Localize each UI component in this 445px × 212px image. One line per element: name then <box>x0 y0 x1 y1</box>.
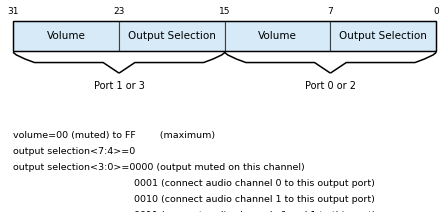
Bar <box>13 21 119 51</box>
Text: 15: 15 <box>219 7 231 16</box>
Text: Output Selection: Output Selection <box>128 31 216 41</box>
Text: Output Selection: Output Selection <box>340 31 427 41</box>
Text: Port 1 or 3: Port 1 or 3 <box>93 81 145 91</box>
Text: output selection<3:0>=0000 (output muted on this channel): output selection<3:0>=0000 (output muted… <box>13 163 305 172</box>
Text: 23: 23 <box>113 7 125 16</box>
Text: 31: 31 <box>8 7 19 16</box>
Bar <box>225 21 330 51</box>
Text: 0001 (connect audio channel 0 to this output port): 0001 (connect audio channel 0 to this ou… <box>134 179 374 188</box>
Bar <box>119 21 225 51</box>
Bar <box>330 21 436 51</box>
Text: 0: 0 <box>433 7 439 16</box>
Text: output selection<7:4>=0: output selection<7:4>=0 <box>13 147 136 156</box>
Text: 0011 (connect audio channels 0 and 1 to this port): 0011 (connect audio channels 0 and 1 to … <box>134 211 375 212</box>
Text: Port 0 or 2: Port 0 or 2 <box>305 81 356 91</box>
Text: 0010 (connect audio channel 1 to this output port): 0010 (connect audio channel 1 to this ou… <box>134 195 374 204</box>
Text: Volume: Volume <box>258 31 297 41</box>
Bar <box>13 21 436 51</box>
Text: volume=00 (muted) to FF        (maximum): volume=00 (muted) to FF (maximum) <box>13 131 215 140</box>
Text: 7: 7 <box>328 7 333 16</box>
Text: Volume: Volume <box>47 31 85 41</box>
